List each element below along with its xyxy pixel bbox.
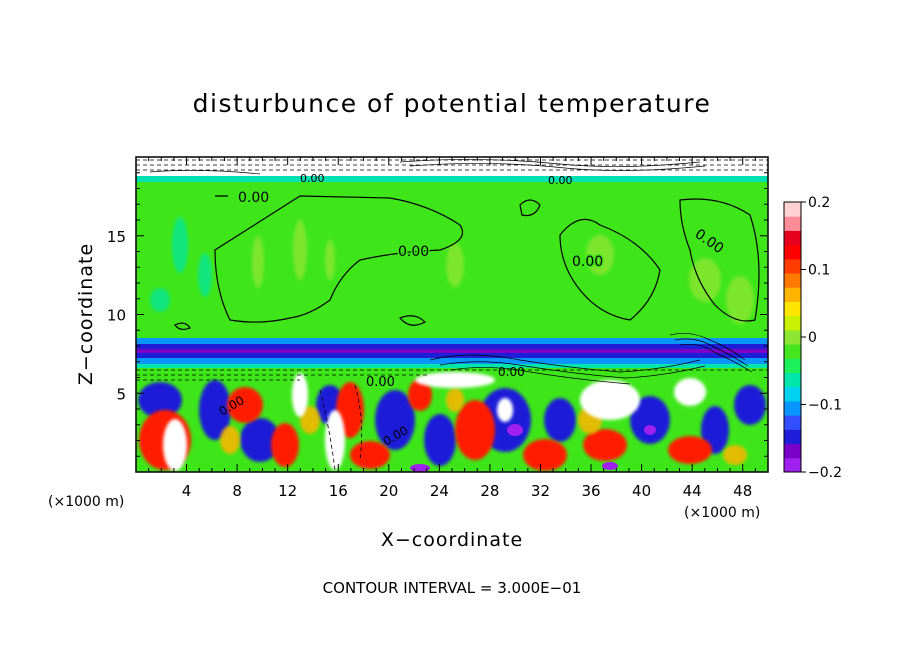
x-tick-label: 4	[182, 482, 192, 500]
colorbar-tick-label: 0	[808, 330, 817, 346]
colorbar-swatch	[784, 230, 801, 246]
y-axis-title: Z−coordinate	[75, 243, 97, 385]
upper-white-band	[136, 157, 768, 176]
dense-contour-clusters	[149, 159, 753, 385]
x-tick-label: 28	[480, 482, 499, 500]
lower-blue-eddies	[138, 380, 766, 466]
y-axis: 5 10 15	[107, 172, 768, 457]
light-green-patches	[252, 220, 754, 324]
colorbar-swatch	[784, 415, 801, 430]
contour-label: 0.00	[572, 254, 603, 270]
colorbar-swatch	[784, 244, 801, 260]
contour-lines	[174, 195, 760, 331]
colorbar-swatch	[784, 287, 801, 302]
colorbar-swatch	[784, 400, 801, 416]
x-axis: 4 8 12 16 20 24 28 32 36 40 44 48	[148, 157, 756, 500]
cold-band-core	[136, 349, 768, 353]
colorbar	[784, 202, 801, 473]
colorbar-swatch	[784, 273, 801, 288]
x-tick-label: 48	[733, 482, 752, 500]
contour-label: 0.00	[366, 375, 395, 390]
contour-label: 0.00	[498, 365, 525, 379]
colorbar-tick-label: 0.2	[808, 195, 830, 211]
y-tick-label: 15	[107, 228, 126, 246]
contour-label: 0.00	[548, 174, 573, 187]
x-tick-label: 32	[531, 482, 550, 500]
colorbar-tick-label: −0.1	[808, 398, 842, 414]
z-unit-label: (×1000 m)	[48, 494, 124, 510]
heatmap-field	[136, 157, 768, 472]
x-axis-title: X−coordinate	[381, 529, 523, 551]
colorbar-swatch	[784, 315, 801, 331]
colorbar-swatch	[784, 258, 801, 274]
contour-label: 0.00	[398, 244, 429, 260]
x-tick-label: 12	[278, 482, 297, 500]
colorbar-labels: 0.2 0.1 0 −0.1 −0.2	[801, 195, 842, 481]
x-tick-label: 20	[379, 482, 398, 500]
colorbar-swatch	[784, 301, 801, 317]
chart-title: disturbunce of potential temperature	[193, 89, 712, 118]
y-tick-label: 5	[116, 385, 126, 403]
colorbar-swatch	[784, 386, 801, 402]
x-tick-label: 40	[632, 482, 651, 500]
colorbar-swatch	[784, 202, 801, 217]
cyan-patches	[150, 217, 212, 312]
contour-label: 0.00	[300, 172, 325, 185]
x-tick-label: 24	[430, 482, 449, 500]
colorbar-swatch	[784, 372, 801, 388]
upper-stripe	[136, 176, 768, 182]
x-unit-label: (×1000 m)	[684, 505, 760, 521]
x-tick-label: 44	[683, 482, 702, 500]
x-tick-label: 16	[329, 482, 348, 500]
colorbar-tick-label: −0.2	[808, 465, 842, 481]
contour-interval-text: CONTOUR INTERVAL = 3.000E−01	[323, 579, 582, 597]
colorbar-swatch	[784, 429, 801, 445]
colorbar-swatch	[784, 344, 801, 359]
colorbar-swatch	[784, 329, 801, 345]
colorbar-swatch	[784, 216, 801, 231]
colorbar-swatch	[784, 358, 801, 374]
x-tick-label: 8	[232, 482, 242, 500]
band-edge	[136, 364, 768, 368]
lower-purple-spots	[410, 424, 656, 472]
lower-white-regions	[163, 372, 706, 471]
x-tick-label: 36	[581, 482, 600, 500]
contour-label: 0.00	[238, 190, 269, 206]
y-tick-label: 10	[107, 307, 126, 325]
colorbar-swatch	[784, 457, 801, 473]
colorbar-tick-label: 0.1	[808, 263, 830, 279]
colorbar-swatch	[784, 443, 801, 459]
